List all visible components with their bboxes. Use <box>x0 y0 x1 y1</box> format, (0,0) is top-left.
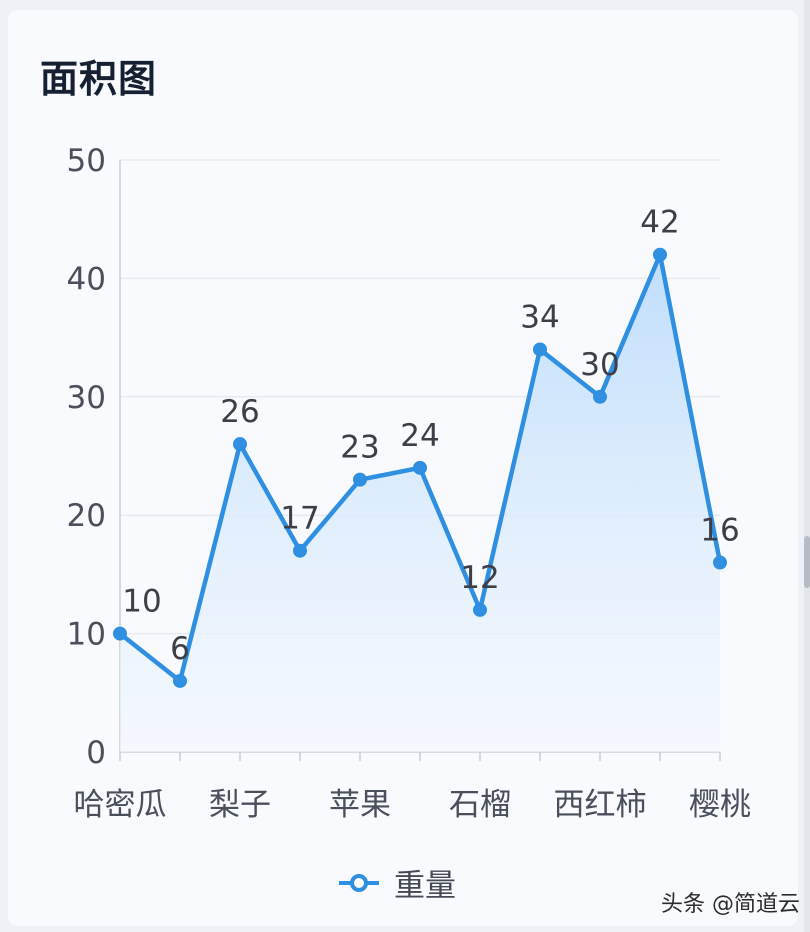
x-tick-label: 苹果 <box>329 787 391 823</box>
y-tick-label: 0 <box>86 735 106 771</box>
x-tick-label: 哈密瓜 <box>74 787 167 823</box>
y-tick-label: 50 <box>67 143 106 179</box>
data-point[interactable] <box>593 389 607 404</box>
x-tick-label: 樱桃 <box>689 787 751 823</box>
data-point[interactable] <box>713 555 727 570</box>
y-tick-label: 20 <box>67 498 106 534</box>
y-tick-label: 10 <box>67 617 106 653</box>
data-label: 10 <box>122 584 161 620</box>
data-label: 30 <box>580 347 619 383</box>
data-point[interactable] <box>653 247 667 262</box>
x-tick-label: 西红柿 <box>554 787 647 823</box>
data-label: 34 <box>520 299 559 335</box>
data-label: 23 <box>340 430 379 466</box>
legend-line-marker-icon <box>339 873 379 892</box>
y-tick-label: 30 <box>67 380 106 416</box>
data-label: 42 <box>640 205 679 241</box>
data-label: 16 <box>700 513 739 549</box>
data-label: 26 <box>220 394 259 430</box>
data-labels: 106 26 17 23 24 12 34 30 42 16 <box>122 205 739 667</box>
area-fill <box>120 254 720 752</box>
data-label: 17 <box>280 501 319 537</box>
legend-label: 重量 <box>394 868 456 904</box>
data-point[interactable] <box>113 626 127 641</box>
data-point[interactable] <box>473 602 487 617</box>
chart-legend[interactable]: 重量 <box>338 860 456 905</box>
x-tick-label: 石榴 <box>449 787 511 823</box>
x-tick-label: 梨子 <box>209 787 271 823</box>
y-tick-label: 40 <box>67 261 106 297</box>
data-point[interactable] <box>533 342 547 357</box>
data-point[interactable] <box>293 543 307 558</box>
watermark: 头条 @简道云 <box>661 892 800 917</box>
data-point[interactable] <box>173 673 187 688</box>
axes: 0 10 20 30 40 50 哈密瓜 梨子 苹果 石榴 西红柿 樱桃 <box>67 143 751 823</box>
data-point[interactable] <box>413 460 427 475</box>
data-label: 6 <box>170 631 190 667</box>
chart-title: 面积图 <box>40 57 158 101</box>
data-point[interactable] <box>353 472 367 487</box>
scrollbar[interactable] <box>804 0 810 932</box>
data-label: 24 <box>400 418 439 454</box>
data-label: 12 <box>460 560 499 596</box>
area-series <box>113 247 727 752</box>
scrollbar-thumb[interactable] <box>804 536 810 588</box>
data-point[interactable] <box>233 437 247 452</box>
